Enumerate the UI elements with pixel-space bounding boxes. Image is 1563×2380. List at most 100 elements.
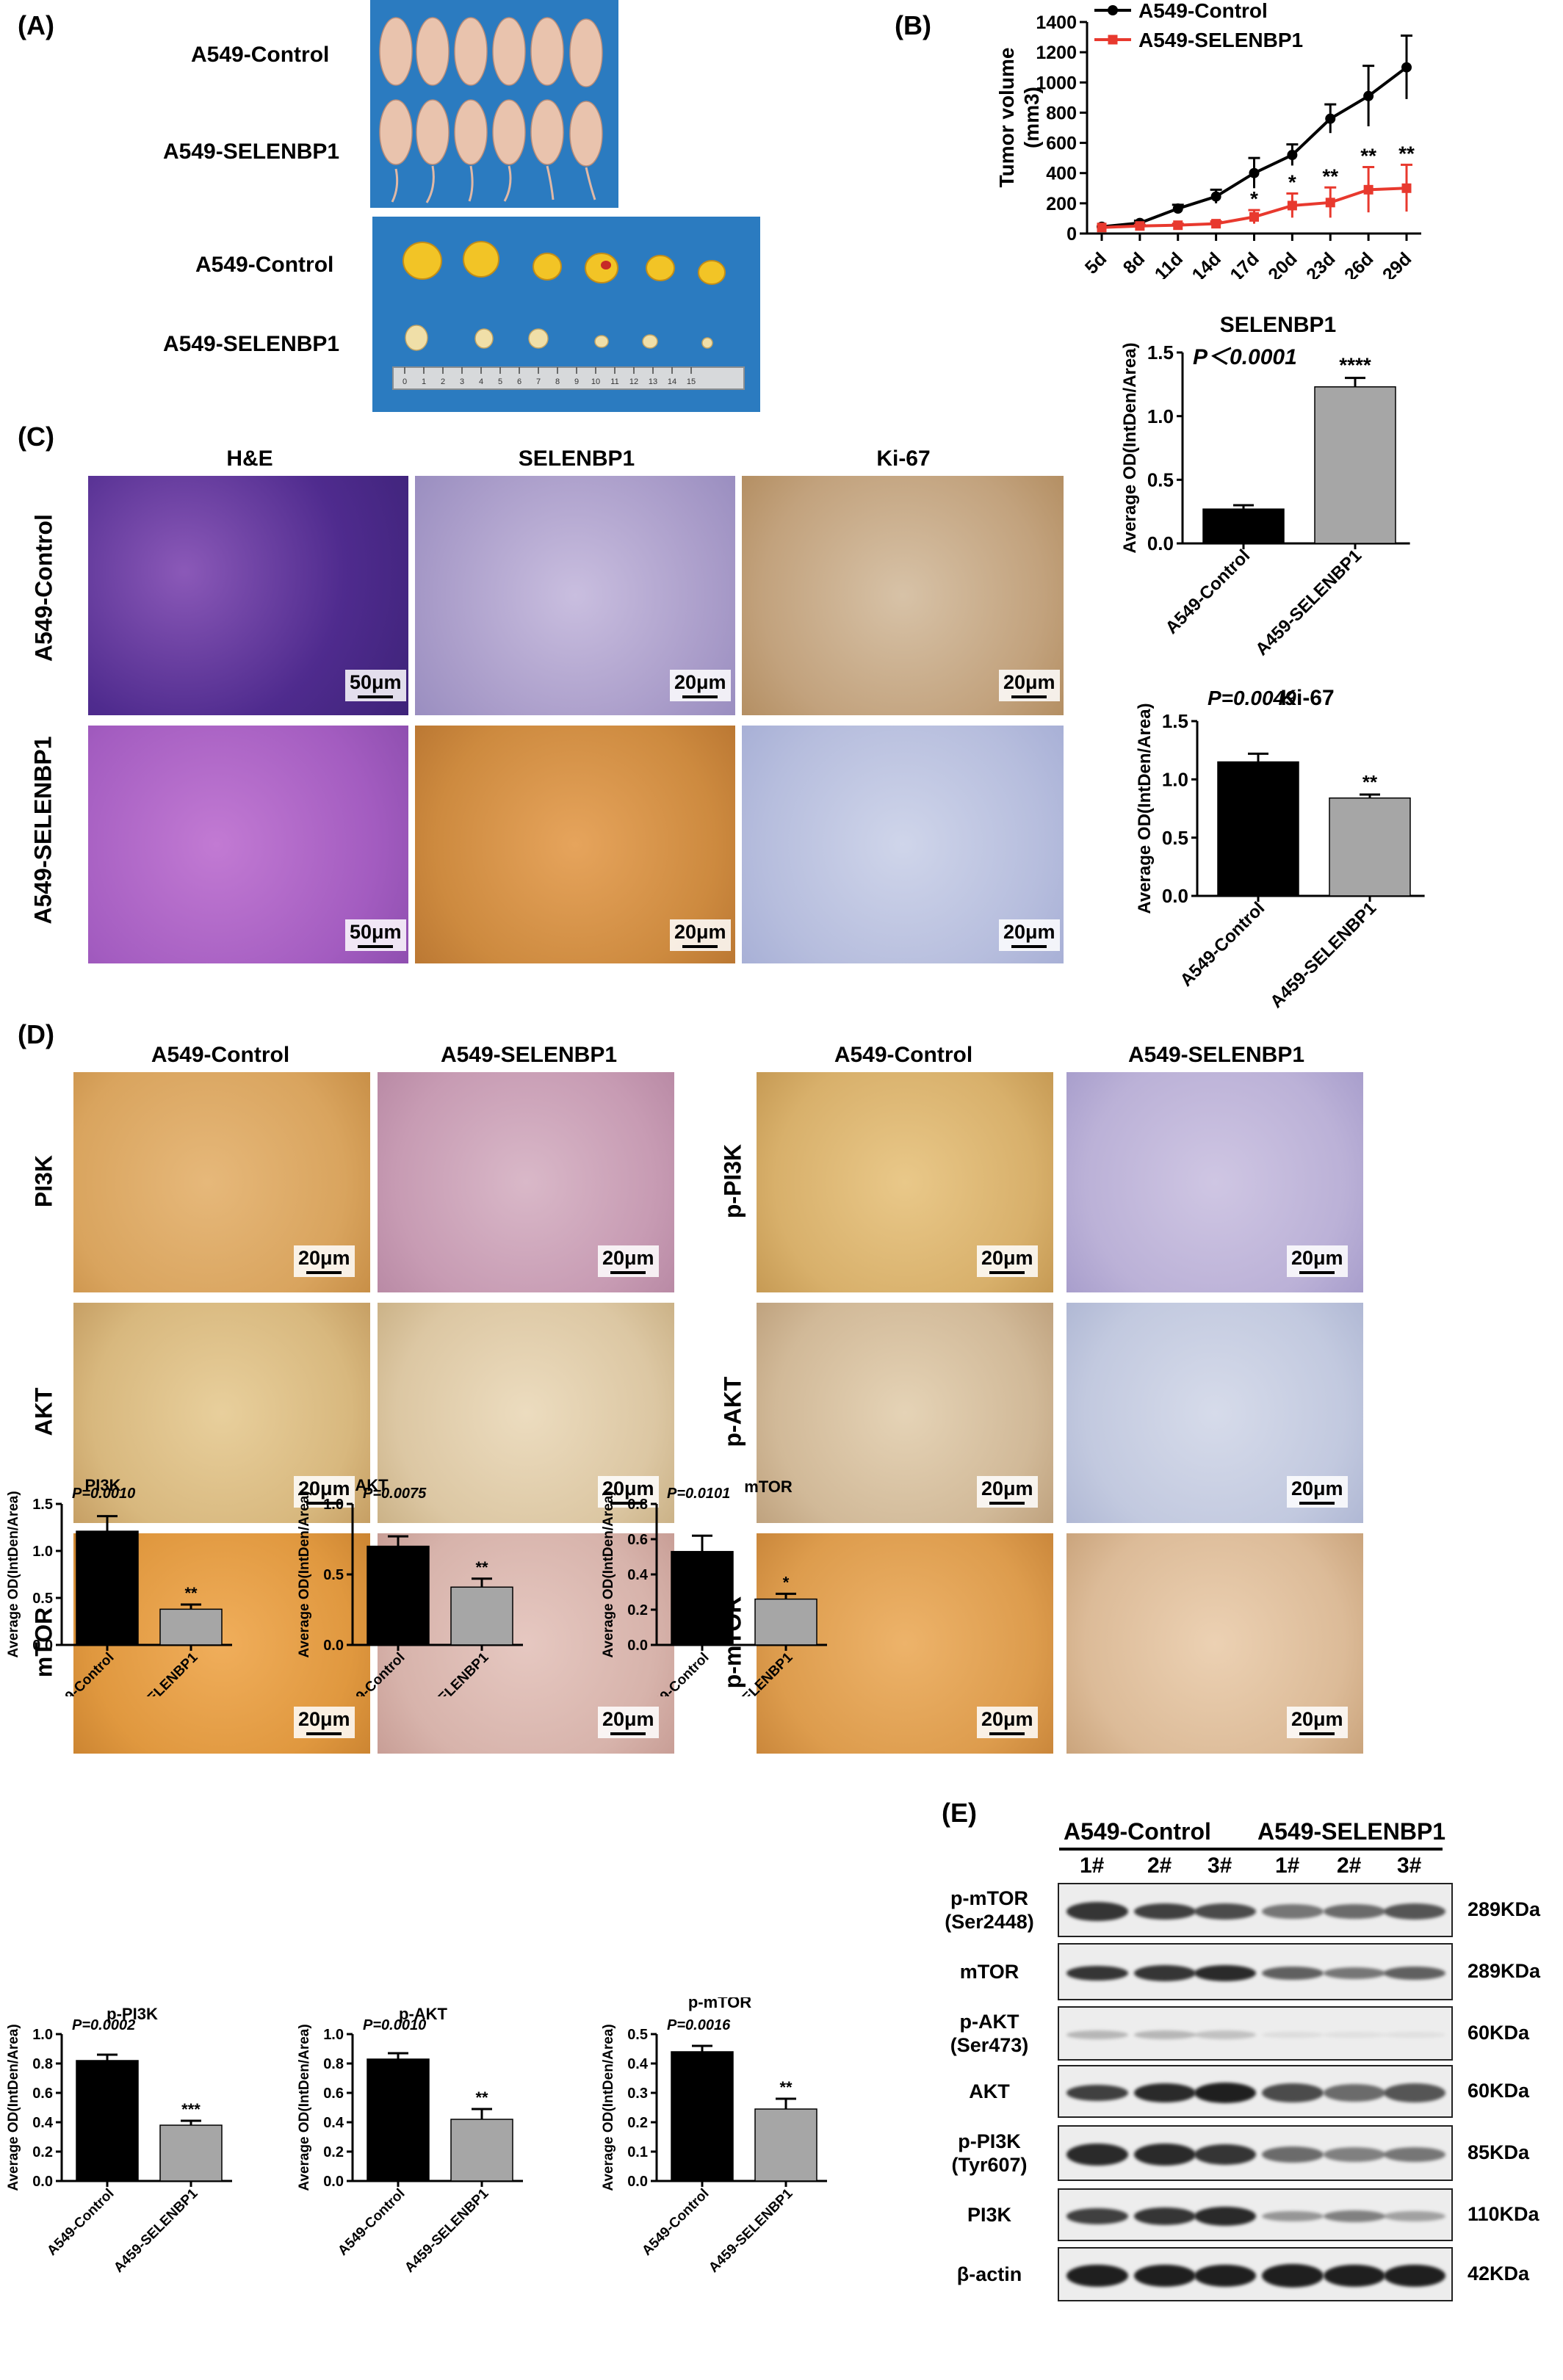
tumor-row-label-selenbp1: A549-SELENBP1	[163, 332, 340, 356]
bar	[76, 2060, 139, 2182]
chart-b-ytick-label: 1000	[1036, 73, 1077, 93]
bar	[1314, 386, 1396, 544]
blot-row-label: PI3K	[967, 2204, 1012, 2226]
blot-band	[1384, 1967, 1445, 1980]
bar-pvalue: P=0.0049	[1208, 687, 1296, 709]
col-title-he: H&E	[226, 446, 273, 471]
bar-chart-ylabel: Average OD(IntDen/Area)	[297, 2024, 312, 2191]
tumor-photo-svg: 0 1 2 3 4 5 6 7 8 9 10 11 12 13 14 15	[392, 241, 745, 390]
bar-category-label: A549-Control	[44, 2186, 117, 2259]
col-title-selenbp1: SELENBP1	[518, 446, 635, 471]
bar-chart-ytick-label: 0.8	[323, 2056, 344, 2072]
d-scale-bar-label: 20μm	[298, 1247, 350, 1269]
d-scale-bar-label: 20μm	[602, 1247, 654, 1269]
d-scale-bar-label: 20μm	[298, 1708, 350, 1730]
chart-b-point	[1097, 223, 1107, 233]
chart-b-ytick-label: 1400	[1036, 12, 1077, 33]
chart-b-xtick-label: 8d	[1119, 248, 1149, 278]
chart-b-point	[1325, 198, 1335, 208]
chart-b-legend-label: A549-SELENBP1	[1138, 29, 1303, 51]
chart-b-point	[1135, 221, 1145, 231]
bar-category-label: A549-Control	[1177, 898, 1269, 991]
blot-kda-label: 60KDa	[1468, 2080, 1530, 2102]
chart-b-ytick-label: 600	[1046, 134, 1077, 154]
blot-band	[1066, 2144, 1128, 2166]
bar-chart-ylabel: Average OD(IntDen/Area)	[6, 1491, 21, 1657]
blot-band	[1134, 2030, 1196, 2039]
blot-kda-label: 289KDa	[1468, 1898, 1541, 1920]
chart-b-point	[1172, 203, 1183, 214]
bar-chart-ytick-label: 0.0	[32, 1638, 53, 1654]
bar-chart-ytick-label: 0.2	[323, 2144, 344, 2160]
chart-b-xtick-label: 23d	[1302, 248, 1339, 279]
col-title-ki67: Ki-67	[876, 446, 931, 471]
bar-chart-ytick-label: 0.4	[627, 2056, 649, 2072]
blot-lane-label: 1#	[1080, 1853, 1105, 1878]
chart-b-legend-marker	[1108, 35, 1118, 45]
bar	[450, 1586, 513, 1646]
ruler-mark: 14	[668, 377, 676, 386]
bar-chart-title: AKT	[355, 1476, 389, 1494]
panel-label-b: (B)	[895, 10, 931, 40]
blot-group-selenbp1: A549-SELENBP1	[1257, 1818, 1446, 1845]
bar	[1217, 761, 1299, 897]
bar-chart-ytick-label: 1.5	[1147, 341, 1174, 363]
blot-band	[1066, 1902, 1128, 1921]
bar-chart-title: PI3K	[85, 1476, 121, 1494]
panel-label-c: (C)	[18, 422, 54, 452]
ruler-mark: 4	[479, 377, 483, 386]
selenbp1-od-chart: SELENBP1 Average OD(IntDen/Area) 0.0 0.5 1.0…	[1120, 313, 1410, 659]
bar-chart-ytick-label: 0.4	[627, 1567, 649, 1583]
d-scale-bar-label: 20μm	[602, 1477, 654, 1500]
chart-b-point	[1401, 183, 1412, 193]
d-scale-bar: 20μm	[977, 1476, 1038, 1508]
blot-band	[1324, 2265, 1385, 2287]
blot-strip	[1058, 2247, 1453, 2301]
blot-band	[1324, 2084, 1385, 2102]
chart-b-xtick-label: 14d	[1188, 248, 1225, 279]
chart-b-point	[1287, 150, 1298, 161]
bar-chart-ytick-label: 1.5	[32, 1497, 53, 1513]
bar-chart-ytick-label: 0.6	[627, 1532, 648, 1548]
d-scale-bar: 20μm	[294, 1476, 355, 1508]
bar-chart-title: p-PI3K	[107, 2005, 158, 2023]
bar-chart-title: mTOR	[744, 1477, 793, 1496]
bar-chart-ytick-label: 0.6	[323, 2086, 344, 2102]
blot-band	[1384, 2032, 1445, 2038]
d-scale-bar-label: 20μm	[981, 1708, 1033, 1730]
d-scale-bar-label: 20μm	[981, 1477, 1033, 1500]
bar-chart-title: p-mTOR	[688, 1997, 751, 2011]
pmtor-od-chart: p-mTOR Average OD(IntDen/Area) 0.0 0.1 0.2 0.…	[601, 1997, 827, 2276]
d-scale-bar-label: 20μm	[1291, 1708, 1343, 1730]
chart-b-point	[1173, 220, 1183, 231]
blot-band	[1194, 2083, 1256, 2103]
blot-strip	[1058, 2188, 1453, 2241]
d-scale-bar: 20μm	[294, 1707, 355, 1738]
akt-od-chart: AKT Average OD(IntDen/Area) 0.0 0.5 1.0 A549-…	[297, 1476, 523, 1696]
bar-chart-ytick-label: 1.0	[32, 2027, 53, 2043]
mice-photo-svg	[379, 17, 603, 203]
d-col-title-control-right: A549-Control	[834, 1043, 973, 1067]
tumor-photo: 0 1 2 3 4 5 6 7 8 9 10 11 12 13 14 15	[372, 217, 760, 412]
chart-b-point	[1249, 211, 1259, 222]
bar	[754, 2108, 817, 2182]
bar-chart-ytick-label: 0.2	[32, 2144, 53, 2160]
blot-band	[1384, 1903, 1445, 1920]
bar-chart-ytick-label: 0.0	[627, 1638, 648, 1654]
bar	[1329, 797, 1411, 897]
bar-significance: **	[1362, 771, 1378, 793]
bar-chart-ytick-label: 0.5	[627, 2027, 648, 2043]
bar-significance: **	[779, 2078, 793, 2097]
bar-chart-ytick-label: 0.8	[32, 2056, 53, 2072]
bar-chart-ytick-label: 0.0	[323, 2174, 344, 2190]
chart-b-point	[1211, 219, 1221, 229]
ruler-mark: 12	[629, 377, 638, 386]
bar-chart-ytick-label: 0.4	[32, 2115, 54, 2131]
ruler	[392, 366, 745, 390]
scale-bar-ki67-selenbp1: 20μm	[999, 919, 1060, 951]
d-scale-bar: 20μm	[1287, 1245, 1348, 1277]
chart-b-ytick-label: 0	[1066, 224, 1077, 245]
bar-chart-ytick-label: 1.0	[1147, 405, 1174, 427]
blot-band	[1194, 2144, 1256, 2165]
bar-category-label: A459-SELENBP1	[111, 1649, 201, 1696]
